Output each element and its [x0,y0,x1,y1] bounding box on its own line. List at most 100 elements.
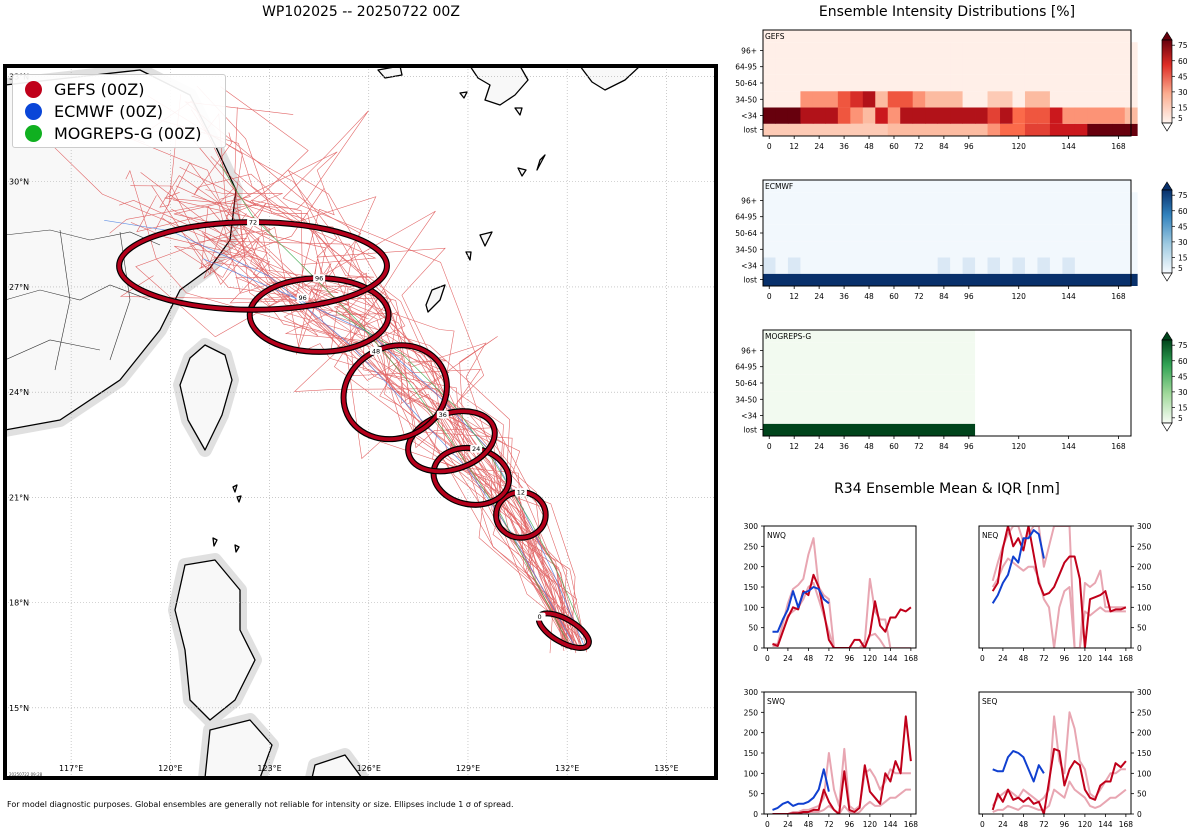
heatmap-cell [887,192,901,209]
heatmap-cell [800,58,814,75]
heatmap-cell [825,107,839,124]
heatmap-cell [1099,208,1113,225]
heatmap-cell [912,257,926,274]
heatmap-cell [1000,74,1013,92]
heatmap-cell [812,391,826,408]
r34-x-label: 48 [804,654,814,663]
heatmap-cell [837,273,851,286]
heatmap-cell [1099,257,1113,274]
heatmap-cell [1062,192,1076,209]
heatmap-y-label: 34-50 [735,395,757,404]
heatmap-cell [862,342,876,359]
heatmap-cell [1099,42,1113,59]
heatmap-cell [1012,224,1026,242]
heatmap-cell [850,257,864,274]
colorbar-tick-label: 60 [1178,57,1188,66]
heatmap-y-label: <34 [741,112,757,121]
heatmap-cell [1074,42,1088,59]
heatmap-cell [962,257,976,274]
map-timestamp: 20250722 09:28 [9,772,43,777]
heatmap-cell [975,208,988,225]
heatmap-cell [862,391,876,408]
heatmap-cell [1099,74,1113,92]
heatmap-y-label: 50-64 [735,79,757,88]
r34-plot-nwq: NWQ 0 24 48 72 96 120 144 168 0 50 100 150 200 250 300 [744,522,919,663]
heatmap-cell [962,407,976,424]
heatmap-cell [825,192,839,209]
heatmap-cell [862,358,876,375]
heatmap-cell [912,423,926,436]
r34-panel-title: R34 Ensemble Mean & IQR [nm] [834,481,1060,497]
colorbar-tick-label: 75 [1178,341,1188,350]
r34-y-label: 250 [744,708,759,717]
heatmap-x-label: 0 [767,292,772,301]
heatmap-y-label: 64-95 [735,363,757,372]
heatmap-cell [1049,74,1063,92]
heatmap-x-label: 144 [1061,292,1076,301]
heatmap-cell [1074,241,1088,258]
heatmap-cell [887,58,901,75]
heatmap-y-label: 34-50 [735,95,757,104]
heatmap-cell [1024,107,1038,124]
svg-text:48: 48 [372,347,380,355]
heatmap-x-label: 48 [864,292,874,301]
map-area: 0 12 24 36 48 96 72 96 [5,66,716,778]
heatmap-cell [962,192,976,209]
heatmap-cell [1062,123,1076,136]
r34-y-label: 200 [744,729,759,738]
heatmap-cell [975,273,988,286]
heatmap-cell [1062,224,1076,242]
heatmap-cell [1012,208,1026,225]
heatmap-cell [1000,208,1013,225]
heatmap-cell [812,208,826,225]
heatmap-x-label: 24 [814,142,824,151]
heatmap-cell [937,423,951,436]
heatmap-cell [1037,91,1051,108]
heatmap-cell [975,192,988,209]
heatmap-x-label: 120 [1012,142,1027,151]
heatmap-cell [875,342,889,359]
heatmap-cell [850,91,864,108]
heatmap-cell [900,241,914,258]
colorbar-tick-label: 45 [1178,372,1188,381]
heatmap-cell [763,342,776,359]
heatmap-y-label: 96+ [741,196,757,205]
mogreps-track [335,311,588,642]
gefs-track [235,169,574,641]
heatmap-cell [825,273,839,286]
lon-tick-label: 117°E [59,764,83,773]
heatmap-cell [1112,273,1126,286]
heatmap-cell [1037,107,1051,124]
heatmap-cell [787,42,801,59]
heatmap-cell [800,91,814,108]
colorbar-tick-label: 30 [1178,388,1188,397]
heatmap-cell [975,91,988,108]
r34-series-gefs-mean [991,526,1127,648]
heatmap-cell [800,374,814,392]
r34-y-label: 100 [744,603,759,612]
heatmap-cell [1087,74,1101,92]
heatmap-cell [950,407,963,424]
heatmap-cell [962,391,976,408]
heatmap-x-label: 168 [1111,292,1126,301]
heatmap-cell [900,273,914,286]
heatmap-cell [887,358,901,375]
lon-tick-label: 123°E [257,764,281,773]
gefs-track [190,109,577,648]
heatmap-model-label: MOGREPS-G [765,332,811,341]
heatmap-cell [937,374,951,392]
lon-tick-label: 129°E [456,764,480,773]
r34-y-label: 300 [1137,522,1152,531]
heatmap-cell [875,224,889,242]
heatmap-cell [1024,208,1038,225]
r34-x-label: 168 [1119,820,1134,829]
heatmap-cell [887,342,901,359]
heatmap-cell [912,42,926,59]
r34-y-label: 100 [744,769,759,778]
heatmap-x-label: 120 [1012,442,1027,451]
heatmap-cell [812,257,826,274]
heatmap-cell [825,407,839,424]
heatmap-x-label: 96 [964,292,974,301]
colorbar-tick-label: 5 [1178,414,1183,423]
ellipse-hour-label: 96 [296,293,309,302]
